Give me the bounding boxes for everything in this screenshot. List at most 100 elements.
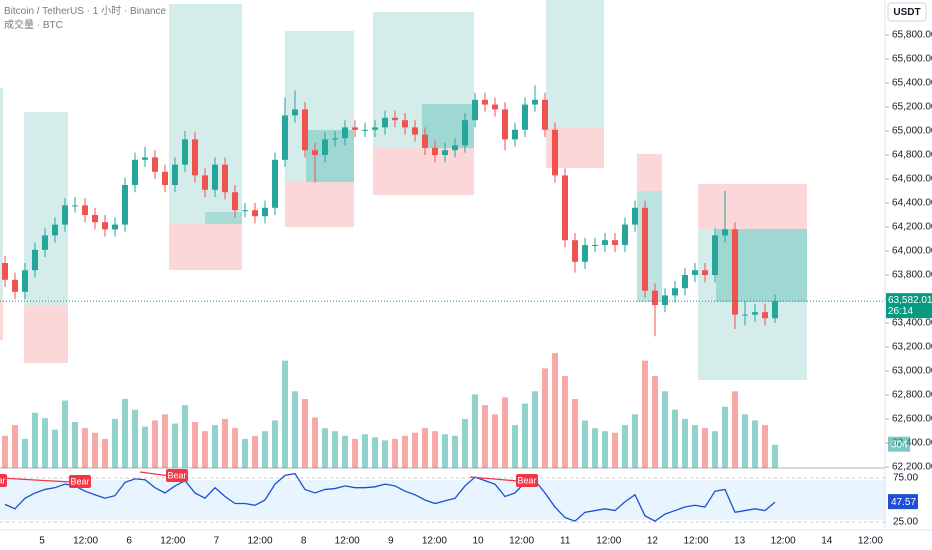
price-tick-label: 64,000.00	[892, 246, 932, 257]
price-tick-label: 64,400.00	[892, 198, 932, 209]
short-target	[637, 191, 662, 302]
volume-bar	[582, 420, 588, 468]
candle-body	[162, 171, 168, 185]
candle-body	[252, 210, 258, 217]
candle-body	[352, 127, 358, 130]
candle-body	[292, 109, 298, 116]
legend-symbol: Bitcoin / TetherUS · 1 小时 · Binance	[4, 5, 167, 17]
price-tick-label: 63,800.00	[892, 270, 932, 281]
rsi-tick-label: 25.00	[893, 517, 918, 528]
price-tick-label: 63,200.00	[892, 342, 932, 353]
volume-bar	[212, 425, 218, 468]
volume-bar	[102, 438, 108, 468]
volume-bar	[232, 428, 238, 468]
time-label: 7	[214, 536, 220, 547]
candle-body	[22, 270, 28, 292]
time-label: 12:00	[771, 536, 796, 547]
volume-bar	[62, 400, 68, 468]
volume-bar	[732, 391, 738, 468]
candle-body	[42, 235, 48, 250]
candle-body	[322, 139, 328, 155]
candle-body	[692, 270, 698, 275]
short-stop	[698, 184, 807, 229]
candle-body	[212, 164, 218, 190]
volume-label: 304	[891, 439, 908, 450]
rsi-tick-label: 75.00	[893, 473, 918, 484]
volume-bar	[332, 431, 338, 468]
candle-body	[262, 207, 268, 217]
candle-body	[172, 164, 178, 185]
candle-body	[452, 145, 458, 151]
currency-button[interactable]	[887, 2, 927, 22]
candle-body	[12, 279, 18, 292]
time-label: 12:00	[858, 536, 883, 547]
volume-bar	[122, 399, 128, 468]
countdown: 26:14	[888, 306, 913, 317]
volume-bar	[82, 428, 88, 468]
volume-bar	[172, 423, 178, 468]
candle-body	[392, 117, 398, 121]
long-target	[24, 112, 68, 305]
volume-bar	[572, 399, 578, 468]
volume-bar	[742, 414, 748, 468]
candle-body	[622, 224, 628, 245]
candle-body	[542, 99, 548, 130]
volume-bar	[432, 431, 438, 468]
candle-body	[412, 127, 418, 135]
volume-bar	[422, 428, 428, 468]
candle-body	[182, 139, 188, 165]
candle-body	[772, 301, 778, 319]
volume-bar	[182, 405, 188, 468]
long-stop	[373, 148, 474, 195]
last-price-box	[886, 293, 932, 319]
candle-body	[2, 263, 8, 280]
long-stop	[0, 300, 3, 340]
volume-bar	[722, 406, 728, 468]
time-label: 14	[821, 536, 833, 547]
volume-bar	[632, 414, 638, 468]
volume-label-box	[888, 436, 910, 452]
volume-bar	[372, 437, 378, 468]
volume-bar	[132, 409, 138, 468]
time-label: 12:00	[160, 536, 185, 547]
candle-body	[402, 120, 408, 128]
candle-body	[242, 210, 248, 212]
volume-bar	[532, 391, 538, 468]
time-label: 8	[301, 536, 307, 547]
volume-bar	[612, 432, 618, 468]
volume-title: 成交量	[4, 18, 34, 31]
volume-bar	[252, 435, 258, 468]
candle-body	[642, 207, 648, 291]
price-tick-label: 63,400.00	[892, 318, 932, 329]
rsi-line	[4, 472, 776, 522]
volume-bar	[482, 405, 488, 468]
volume-bar	[682, 418, 688, 468]
price-tick-label: 65,400.00	[892, 78, 932, 89]
long-stop	[24, 305, 68, 363]
volume-bar	[142, 426, 148, 468]
volume-bar	[652, 376, 658, 468]
volume-bar	[752, 420, 758, 468]
volume-bar	[162, 414, 168, 468]
candle-body	[752, 312, 758, 315]
bear-label-box	[166, 469, 188, 482]
candle-body	[82, 205, 88, 215]
long-target	[0, 88, 3, 300]
candle-body	[632, 207, 638, 225]
candle-body	[52, 224, 58, 236]
time-label: 10	[472, 536, 484, 547]
volume-bar	[192, 422, 198, 468]
price-tick-label: 64,800.00	[892, 150, 932, 161]
time-label: 12:00	[247, 536, 272, 547]
volume-bar	[702, 428, 708, 468]
candle-body	[742, 314, 748, 316]
bear-label: Bear	[70, 476, 89, 486]
divergence-line	[139, 471, 171, 477]
volume-bar	[392, 438, 398, 468]
candle-body	[552, 129, 558, 176]
volume-bar	[622, 425, 628, 468]
time-label: 12:00	[335, 536, 360, 547]
rsi-band	[0, 480, 885, 520]
candle-body	[202, 175, 208, 190]
